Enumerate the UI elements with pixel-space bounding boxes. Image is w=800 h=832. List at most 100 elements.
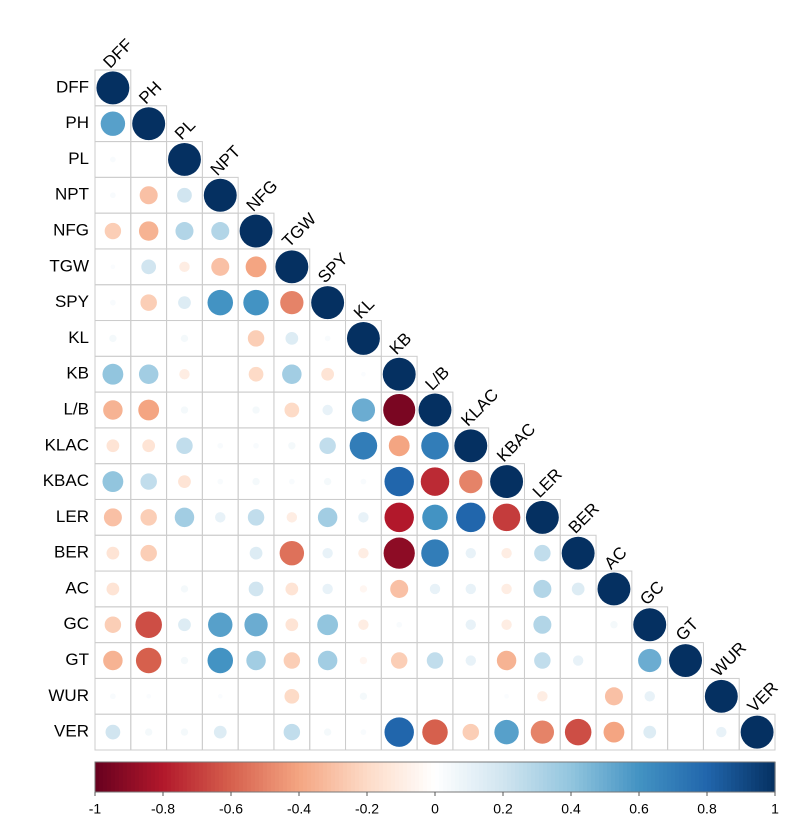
column-label: NFG xyxy=(243,176,282,215)
corr-circle xyxy=(207,289,234,316)
colorbar-segment xyxy=(707,762,712,792)
row-label: VER xyxy=(54,722,89,741)
colorbar-segment xyxy=(715,762,720,792)
corr-circle xyxy=(388,435,410,457)
colorbar-segment xyxy=(575,762,580,792)
colorbar-segment xyxy=(439,762,444,792)
colorbar-segment xyxy=(343,762,348,792)
colorbar-segment xyxy=(563,762,568,792)
corr-circle xyxy=(178,618,191,632)
colorbar-segment xyxy=(223,762,228,792)
corr-circle xyxy=(633,608,667,642)
column-label: GT xyxy=(672,615,702,645)
corr-circle xyxy=(564,718,592,746)
cell xyxy=(201,534,239,572)
colorbar-segment xyxy=(711,762,716,792)
colorbar-segment xyxy=(259,762,264,792)
colorbar-segment xyxy=(523,762,528,792)
corr-circle xyxy=(462,723,480,741)
corr-circle xyxy=(247,509,265,526)
corr-circle xyxy=(384,466,414,497)
colorbar-segment xyxy=(227,762,232,792)
cell xyxy=(380,677,418,715)
corr-circle xyxy=(525,500,559,534)
colorbar-segment xyxy=(407,762,412,792)
colorbar-segment xyxy=(159,762,164,792)
corr-circle xyxy=(140,473,157,490)
colorbar-segment xyxy=(179,762,184,792)
colorbar-segment xyxy=(495,762,500,792)
corr-circle xyxy=(140,544,157,562)
corr-circle xyxy=(252,406,260,414)
corr-circle xyxy=(247,330,265,347)
colorbar-segment xyxy=(123,762,128,792)
corr-circle xyxy=(249,546,263,560)
colorbar-segment xyxy=(603,762,608,792)
colorbar-segment xyxy=(703,762,708,792)
corr-circle xyxy=(323,728,332,736)
corr-circle xyxy=(317,650,338,671)
colorbar-segment xyxy=(399,762,404,792)
corr-circle xyxy=(421,432,449,460)
corr-circle xyxy=(100,111,126,136)
corr-circle xyxy=(465,547,476,559)
colorbar-tick-label: 0.4 xyxy=(561,801,581,817)
corr-circle xyxy=(571,582,585,596)
corr-circle xyxy=(638,648,662,673)
corr-circle xyxy=(537,691,548,702)
colorbar-segment xyxy=(131,762,136,792)
colorbar-segment xyxy=(219,762,224,792)
cell xyxy=(416,606,454,644)
corr-circle xyxy=(321,367,335,381)
corr-circle xyxy=(180,585,189,593)
corr-circle xyxy=(283,652,301,669)
row-label: LER xyxy=(56,507,89,526)
corr-circle xyxy=(643,725,657,739)
colorbar-segment xyxy=(415,762,420,792)
corr-circle xyxy=(239,214,273,248)
colorbar-segment xyxy=(739,762,744,792)
corr-circle xyxy=(669,644,702,677)
colorbar-segment xyxy=(687,762,692,792)
colorbar-segment xyxy=(299,762,304,792)
cell xyxy=(667,677,704,715)
corr-circle xyxy=(180,728,189,736)
colorbar-segment xyxy=(755,762,760,792)
corr-circle xyxy=(492,503,521,532)
cell xyxy=(130,570,168,608)
row-label: KL xyxy=(68,328,89,347)
colorbar-segment xyxy=(379,762,384,792)
corr-circle xyxy=(217,693,223,699)
colorbar-segment xyxy=(443,762,448,792)
corr-circle xyxy=(572,655,584,666)
corr-circle xyxy=(285,618,299,632)
corr-circle xyxy=(740,715,774,749)
colorbar-segment xyxy=(639,762,644,792)
colorbar-segment xyxy=(511,762,516,792)
corr-circle xyxy=(704,679,738,713)
colorbar-segment xyxy=(295,762,300,792)
corr-circle xyxy=(284,688,300,704)
colorbar-segment xyxy=(203,762,208,792)
column-label: PL xyxy=(171,115,199,143)
colorbar-segment xyxy=(491,762,496,792)
colorbar-segment xyxy=(483,762,488,792)
colorbar-segment xyxy=(519,762,524,792)
colorbar-segment xyxy=(419,762,424,792)
colorbar-segment xyxy=(263,762,268,792)
corr-circle xyxy=(282,364,302,384)
row-label: L/B xyxy=(63,399,89,418)
corr-circle xyxy=(211,257,230,276)
column-label: SPY xyxy=(314,249,351,286)
corr-circle xyxy=(253,442,259,449)
corr-circle xyxy=(597,572,631,606)
corr-circle xyxy=(279,540,305,566)
corr-circle xyxy=(360,478,367,485)
colorbar-segment xyxy=(191,762,196,792)
corr-circle xyxy=(135,611,162,639)
corr-circle xyxy=(534,652,551,669)
column-label: L/B xyxy=(422,363,453,394)
colorbar-segment xyxy=(331,762,336,792)
corr-circle xyxy=(501,583,512,595)
